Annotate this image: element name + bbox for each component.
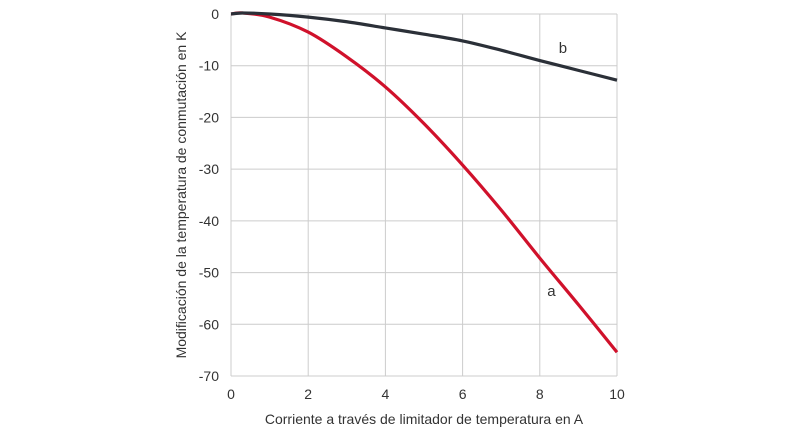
grid-lines <box>230 13 618 377</box>
y-tick-label: -70 <box>199 368 219 384</box>
series-label-a: a <box>547 283 556 300</box>
x-tick-label: 4 <box>382 386 390 402</box>
x-axis-ticks: 0 2 4 6 8 10 <box>227 386 625 402</box>
y-tick-label: -10 <box>199 58 219 74</box>
x-tick-label: 10 <box>609 386 625 402</box>
x-tick-label: 8 <box>536 386 544 402</box>
y-tick-label: -60 <box>199 316 219 332</box>
y-axis-ticks: 0 -10 -20 -30 -40 -50 -60 -70 <box>199 6 219 384</box>
series-label-b: b <box>559 40 567 57</box>
y-tick-label: 0 <box>211 6 219 22</box>
x-tick-label: 2 <box>304 386 312 402</box>
series-line-b <box>230 11 618 82</box>
y-tick-label: -50 <box>199 265 219 281</box>
series-labels: ab <box>547 40 567 300</box>
x-axis-label: Corriente a través de limitador de tempe… <box>265 411 584 427</box>
series-line-a <box>230 11 619 354</box>
y-tick-label: -30 <box>199 161 219 177</box>
y-tick-label: -20 <box>199 109 219 125</box>
y-axis-label: Modificación de la temperatura de conmut… <box>173 31 189 359</box>
data-series <box>230 11 619 354</box>
x-tick-label: 6 <box>459 386 467 402</box>
y-tick-label: -40 <box>199 213 219 229</box>
x-tick-label: 0 <box>227 386 235 402</box>
